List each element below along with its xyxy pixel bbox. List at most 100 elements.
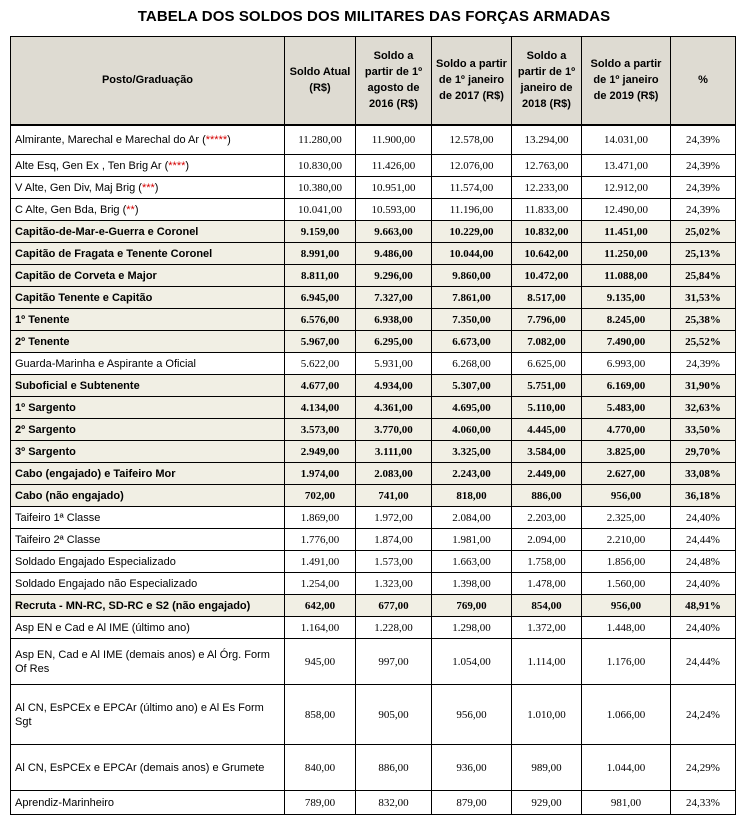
posto-label-close: ) xyxy=(185,159,190,172)
percent-cell: 48,91% xyxy=(670,594,736,617)
soldo-2016-cell: 11.426,00 xyxy=(355,154,432,177)
soldo-2019-cell: 6.993,00 xyxy=(581,352,671,375)
soldo-2019-cell: 13.471,00 xyxy=(581,154,671,177)
table-row: Capitão de Corveta e Major 8.811,00 9.296,… xyxy=(10,264,736,287)
soldos-table: Posto/Graduação Soldo Atual (R$) Soldo a… xyxy=(10,36,736,815)
posto-label-close: ) xyxy=(134,203,139,216)
percent-cell: 24,29% xyxy=(670,744,736,791)
soldo-2016-cell: 10.951,00 xyxy=(355,176,432,199)
posto-label: Soldado Engajado não Especializado xyxy=(15,577,198,590)
percent-cell: 31,53% xyxy=(670,286,736,309)
soldo-2019-cell: 7.490,00 xyxy=(581,330,671,353)
table-row: Al CN, EsPCEx e EPCAr (último ano) e Al … xyxy=(10,684,736,745)
header-row: Posto/Graduação Soldo Atual (R$) Soldo a… xyxy=(10,36,736,126)
posto-cell: Alte Esq, Gen Ex , Ten Brig Ar (****) xyxy=(10,154,285,177)
soldo-atual-cell: 4.134,00 xyxy=(284,396,356,419)
percent-cell: 24,39% xyxy=(670,176,736,199)
percent-cell: 25,38% xyxy=(670,308,736,331)
soldo-atual-cell: 1.869,00 xyxy=(284,506,356,529)
soldo-2018-cell: 989,00 xyxy=(511,744,582,791)
posto-label: Taifeiro 2ª Classe xyxy=(15,533,101,546)
percent-cell: 24,24% xyxy=(670,684,736,745)
soldo-2016-cell: 1.972,00 xyxy=(355,506,432,529)
soldo-2018-cell: 854,00 xyxy=(511,594,582,617)
posto-label: Capitão Tenente e Capitão xyxy=(15,291,153,304)
soldo-2016-cell: 9.296,00 xyxy=(355,264,432,287)
soldo-2019-cell: 1.560,00 xyxy=(581,572,671,595)
soldo-2019-cell: 981,00 xyxy=(581,790,671,815)
soldo-atual-cell: 10.041,00 xyxy=(284,198,356,221)
soldo-atual-cell: 840,00 xyxy=(284,744,356,791)
posto-label: Alte Esq, Gen Ex , Ten Brig Ar ( xyxy=(15,159,169,172)
percent-cell: 25,84% xyxy=(670,264,736,287)
soldo-2016-cell: 886,00 xyxy=(355,744,432,791)
posto-cell: Al CN, EsPCEx e EPCAr (demais anos) e Gr… xyxy=(10,744,285,791)
posto-label: 3º Sargento xyxy=(15,445,76,458)
soldo-2018-cell: 886,00 xyxy=(511,484,582,507)
header-soldo-2019: Soldo a partir de 1º janeiro de 2019 (R$… xyxy=(581,36,671,126)
soldo-atual-cell: 1.974,00 xyxy=(284,462,356,485)
posto-label: 2º Tenente xyxy=(15,335,70,348)
posto-cell: V Alte, Gen Div, Maj Brig (***) xyxy=(10,176,285,199)
posto-cell: Soldado Engajado Especializado xyxy=(10,550,285,573)
soldo-2018-cell: 13.294,00 xyxy=(511,124,582,155)
soldo-2017-cell: 818,00 xyxy=(431,484,512,507)
table-row: Al CN, EsPCEx e EPCAr (demais anos) e Gr… xyxy=(10,744,736,791)
percent-cell: 24,39% xyxy=(670,154,736,177)
soldo-2017-cell: 12.076,00 xyxy=(431,154,512,177)
header-soldo-2017: Soldo a partir de 1º janeiro de 2017 (R$… xyxy=(431,36,512,126)
soldo-2017-cell: 1.663,00 xyxy=(431,550,512,573)
soldo-2017-cell: 10.229,00 xyxy=(431,220,512,243)
soldo-2019-cell: 5.483,00 xyxy=(581,396,671,419)
posto-cell: Taifeiro 1ª Classe xyxy=(10,506,285,529)
table-row: Aprendiz-Marinheiro 789,00 832,00 879,00 929… xyxy=(10,790,736,815)
soldo-2019-cell: 1.448,00 xyxy=(581,616,671,639)
posto-label: 1º Tenente xyxy=(15,313,70,326)
soldo-2016-cell: 741,00 xyxy=(355,484,432,507)
soldo-2017-cell: 936,00 xyxy=(431,744,512,791)
posto-label: Suboficial e Subtenente xyxy=(15,379,140,392)
posto-label: V Alte, Gen Div, Maj Brig ( xyxy=(15,181,142,194)
soldo-atual-cell: 702,00 xyxy=(284,484,356,507)
soldo-atual-cell: 642,00 xyxy=(284,594,356,617)
posto-cell: Suboficial e Subtenente xyxy=(10,374,285,397)
percent-cell: 24,39% xyxy=(670,198,736,221)
soldo-2019-cell: 9.135,00 xyxy=(581,286,671,309)
percent-cell: 36,18% xyxy=(670,484,736,507)
posto-label: Cabo (engajado) e Taifeiro Mor xyxy=(15,467,176,480)
soldo-2019-cell: 956,00 xyxy=(581,484,671,507)
soldo-2018-cell: 7.796,00 xyxy=(511,308,582,331)
soldo-2016-cell: 1.228,00 xyxy=(355,616,432,639)
posto-label: Al CN, EsPCEx e EPCAr (demais anos) e Gr… xyxy=(15,761,265,774)
soldo-2018-cell: 5.751,00 xyxy=(511,374,582,397)
soldo-2017-cell: 1.398,00 xyxy=(431,572,512,595)
soldo-2018-cell: 12.233,00 xyxy=(511,176,582,199)
percent-cell: 24,40% xyxy=(670,616,736,639)
posto-cell: 3º Sargento xyxy=(10,440,285,463)
table-row: Almirante, Marechal e Marechal do Ar (**… xyxy=(10,124,736,155)
table-row: V Alte, Gen Div, Maj Brig (***) 10.380,00… xyxy=(10,176,736,199)
soldo-2016-cell: 9.486,00 xyxy=(355,242,432,265)
soldo-2018-cell: 1.478,00 xyxy=(511,572,582,595)
posto-label: Capitão de Fragata e Tenente Coronel xyxy=(15,247,213,260)
soldo-2017-cell: 7.861,00 xyxy=(431,286,512,309)
soldo-atual-cell: 1.254,00 xyxy=(284,572,356,595)
soldo-2018-cell: 929,00 xyxy=(511,790,582,815)
posto-label: 1º Sargento xyxy=(15,401,76,414)
percent-cell: 24,39% xyxy=(670,352,736,375)
soldo-2017-cell: 1.054,00 xyxy=(431,638,512,685)
soldo-2018-cell: 8.517,00 xyxy=(511,286,582,309)
soldo-2019-cell: 2.210,00 xyxy=(581,528,671,551)
posto-label: 2º Sargento xyxy=(15,423,76,436)
posto-cell: Asp EN e Cad e Al IME (último ano) xyxy=(10,616,285,639)
posto-cell: Aprendiz-Marinheiro xyxy=(10,790,285,815)
percent-cell: 29,70% xyxy=(670,440,736,463)
rank-stars: ***** xyxy=(205,133,228,146)
soldo-2016-cell: 11.900,00 xyxy=(355,124,432,155)
soldo-2018-cell: 1.372,00 xyxy=(511,616,582,639)
soldo-2017-cell: 6.673,00 xyxy=(431,330,512,353)
table-row: Asp EN e Cad e Al IME (último ano) 1.164,… xyxy=(10,616,736,639)
soldo-2017-cell: 769,00 xyxy=(431,594,512,617)
percent-cell: 25,02% xyxy=(670,220,736,243)
soldo-2016-cell: 832,00 xyxy=(355,790,432,815)
